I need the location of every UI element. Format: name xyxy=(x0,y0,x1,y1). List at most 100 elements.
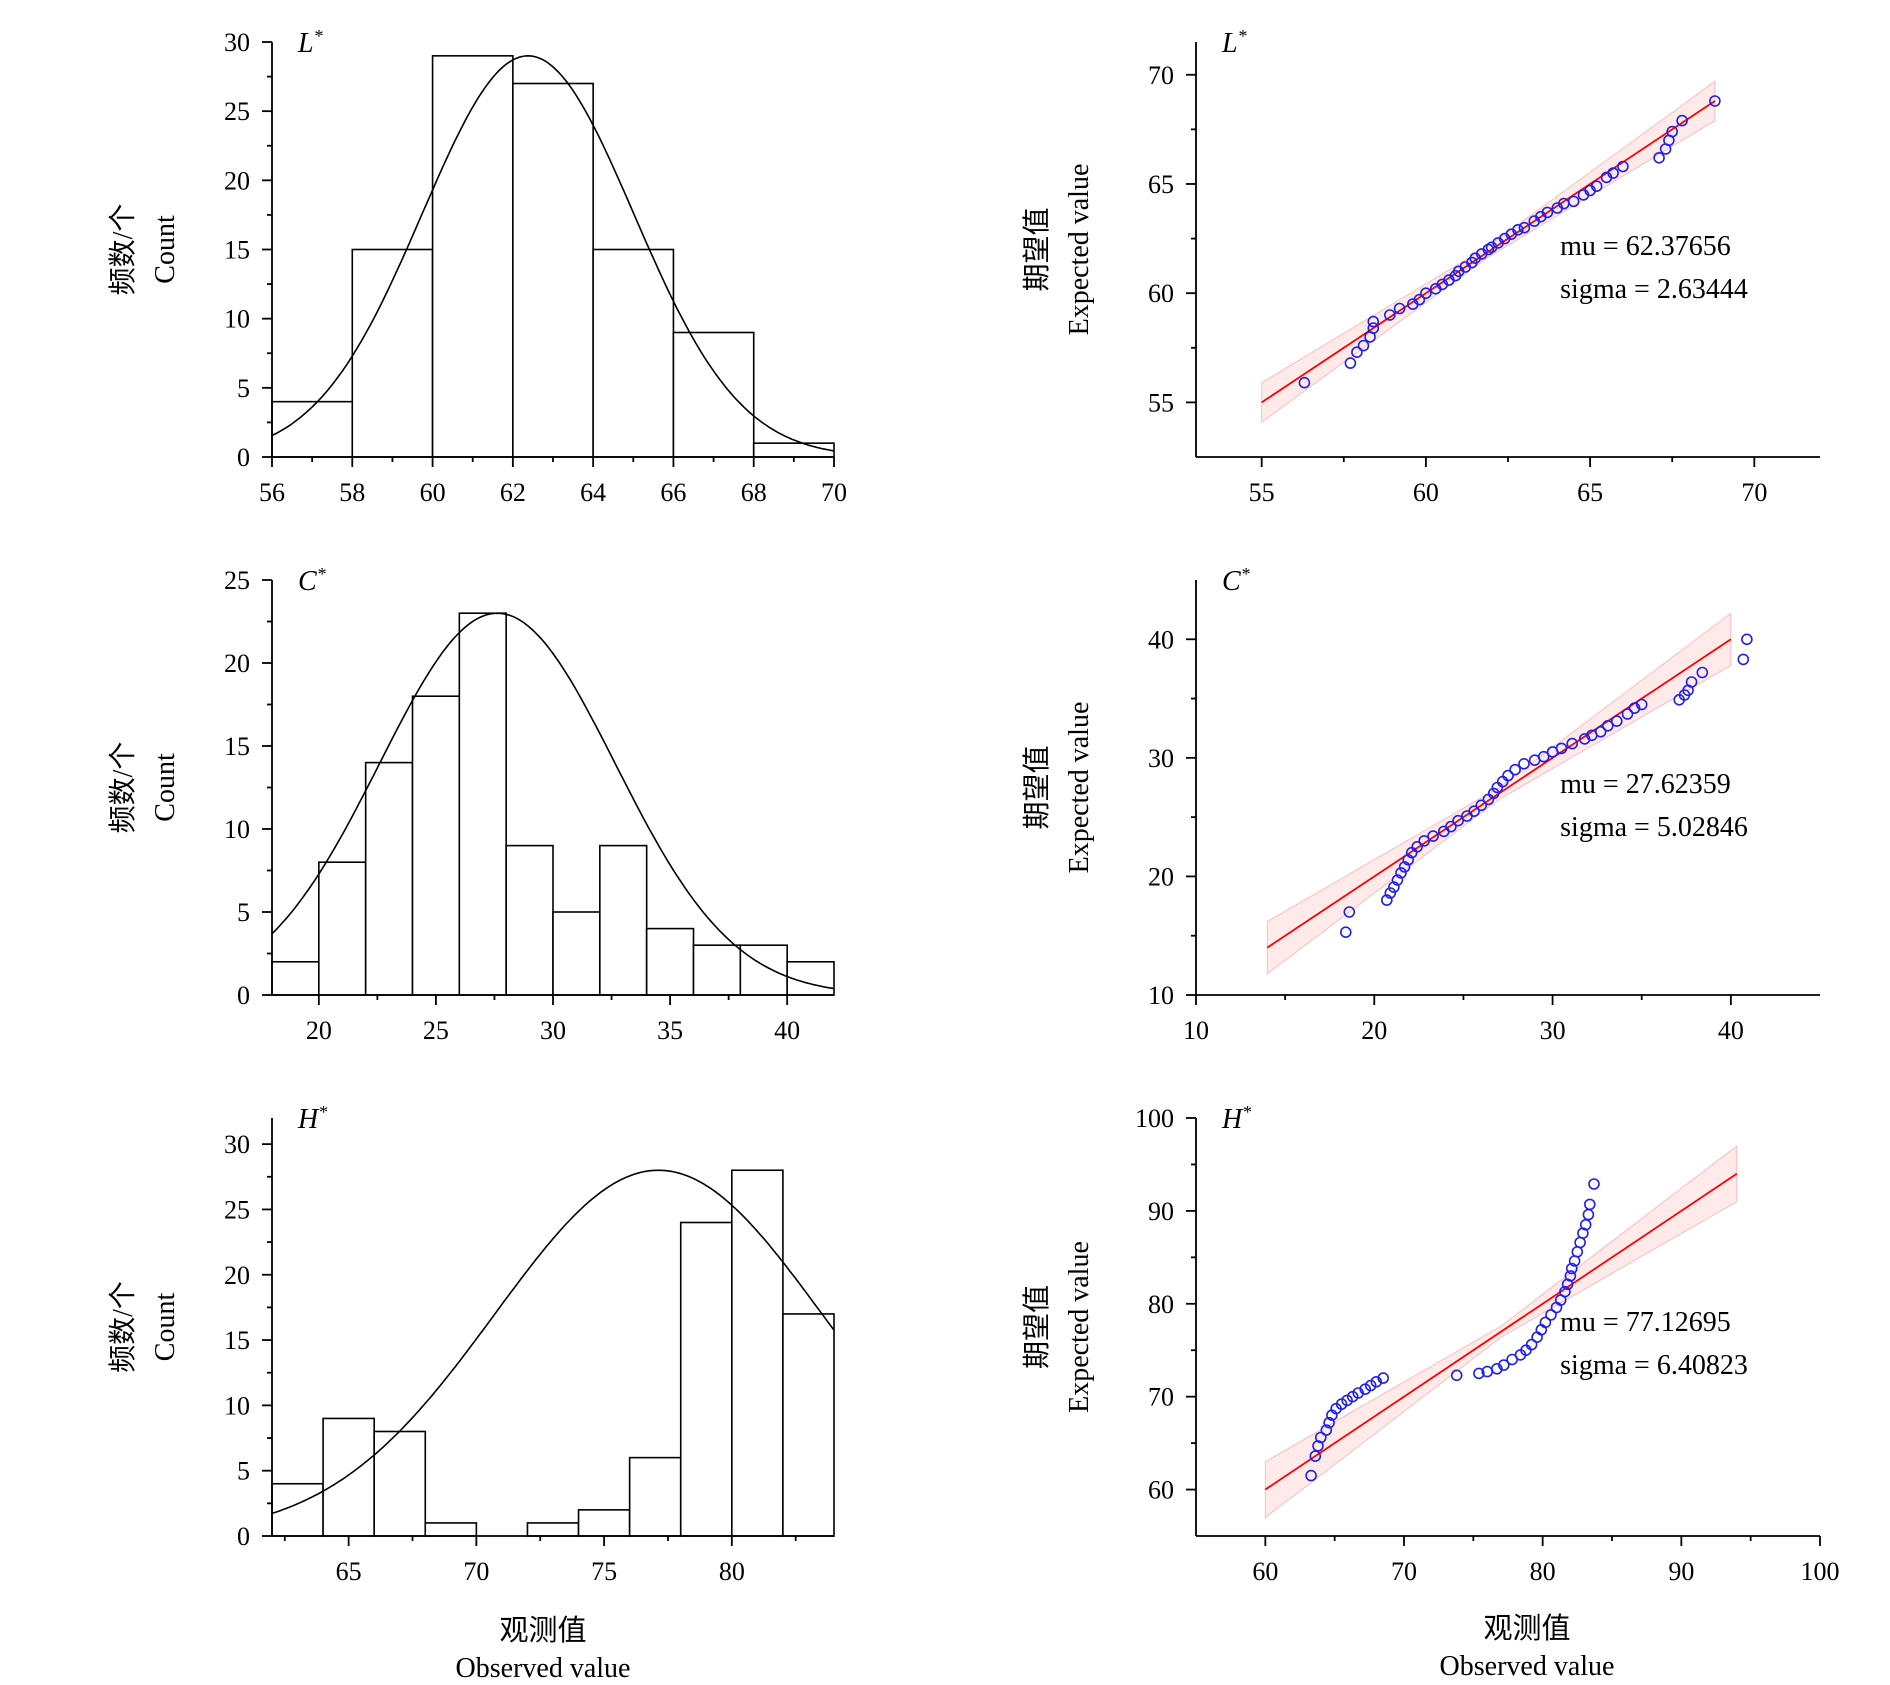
panel-qq-h: mu = 77.12695 sigma = 6.40823 60 70 80 90 100 6… xyxy=(1021,1102,1840,1586)
qq-point xyxy=(1323,1416,1335,1429)
normal-curve xyxy=(271,1169,835,1515)
qq-point xyxy=(1653,152,1665,164)
qq-xlabel-en: Observed value xyxy=(1440,1651,1615,1682)
sigma-label: sigma = 5.02846 xyxy=(1560,812,1748,843)
y-tick-label: 15 xyxy=(224,236,250,265)
panel-letter-sup: * xyxy=(314,26,323,46)
histogram-bar xyxy=(351,248,434,458)
histogram-bar xyxy=(645,927,695,996)
qq-point xyxy=(1512,224,1524,236)
y-tick-label: 10 xyxy=(1148,981,1174,1010)
mu-label: mu = 62.37656 xyxy=(1560,231,1731,262)
qq-point xyxy=(1468,805,1480,818)
y-tick-label: 70 xyxy=(1148,61,1174,90)
histogram-bar xyxy=(373,1430,427,1537)
qq-point xyxy=(1584,1198,1596,1211)
qq-point xyxy=(1635,698,1648,711)
x-tick-label: 100 xyxy=(1801,1557,1840,1586)
qq-point xyxy=(1391,874,1404,886)
sigma-label: sigma = 6.40823 xyxy=(1560,1350,1748,1381)
x-tick-label: 66 xyxy=(660,478,686,507)
y-tick-label: 0 xyxy=(237,981,250,1010)
y-tick-label: 30 xyxy=(224,1130,250,1159)
qq-point xyxy=(1555,742,1568,755)
histogram-bar xyxy=(592,248,675,458)
y-tick-label: 80 xyxy=(1148,1290,1174,1319)
qq-point xyxy=(1381,894,1393,906)
x-tick-label: 56 xyxy=(259,478,285,507)
y-tick-label: 40 xyxy=(1148,625,1174,654)
histogram-bar xyxy=(512,82,594,458)
qq-point xyxy=(1525,1338,1538,1351)
y-tick-label: 25 xyxy=(224,566,250,595)
histogram-xlabel-en: Observed value xyxy=(456,1653,631,1684)
qq-point xyxy=(1594,725,1607,738)
qq-point xyxy=(1450,1369,1463,1382)
qq-point xyxy=(1351,346,1363,359)
histogram-bar xyxy=(731,1169,784,1537)
y-tick-label: 55 xyxy=(1148,388,1174,417)
histogram-bar xyxy=(752,442,835,458)
qq-point xyxy=(1621,708,1634,720)
qq-point xyxy=(1567,195,1580,208)
x-tick-label: 10 xyxy=(1183,1016,1209,1045)
qq-point xyxy=(1420,287,1432,300)
x-tick-label: 68 xyxy=(741,478,767,507)
x-tick-label: 60 xyxy=(1413,478,1439,507)
y-tick-label: 100 xyxy=(1135,1104,1174,1133)
x-tick-label: 40 xyxy=(774,1016,800,1045)
qq-point xyxy=(1541,206,1554,219)
x-tick-label: 70 xyxy=(821,478,847,507)
qq-point xyxy=(1388,881,1400,893)
y-tick-label: 0 xyxy=(237,1522,250,1551)
histogram-bar xyxy=(271,960,320,996)
qq-point xyxy=(1509,763,1521,776)
y-label-en: Expected value xyxy=(1064,1241,1095,1413)
y-tick-label: 10 xyxy=(224,815,250,844)
qq-point xyxy=(1545,1309,1557,1321)
qq-point xyxy=(1502,769,1514,782)
qq-point xyxy=(1384,309,1396,321)
qq-point xyxy=(1370,1376,1383,1388)
panel-letter: C* xyxy=(1222,564,1250,597)
qq-point xyxy=(1413,293,1426,306)
qq-point xyxy=(1395,867,1407,879)
y-tick-label: 25 xyxy=(224,97,250,126)
figure-panels: 56 58 60 62 64 66 68 70 0 5 10 15 20 25 30 L* 频数/个 Count m… xyxy=(107,26,1840,1586)
x-tick-label: 65 xyxy=(1577,478,1603,507)
y-tick-label: 65 xyxy=(1148,170,1174,199)
y-tick-label: 20 xyxy=(1148,862,1174,891)
histogram-bar xyxy=(672,331,755,458)
qq-point xyxy=(1320,1424,1333,1436)
y-tick-label: 30 xyxy=(1148,744,1174,773)
qq-point xyxy=(1367,322,1380,334)
histogram-bar xyxy=(739,944,788,996)
qq-point xyxy=(1305,1469,1317,1482)
histogram-bar xyxy=(431,55,514,458)
histogram-bar xyxy=(782,1313,835,1537)
qq-point xyxy=(1315,1431,1327,1444)
qq-point xyxy=(1357,339,1370,352)
histogram-bar xyxy=(692,944,742,996)
y-label-zh: 期望值 xyxy=(1021,1285,1053,1369)
qq-point xyxy=(1574,1236,1586,1249)
histogram-bar xyxy=(526,1522,580,1537)
histogram-bar xyxy=(364,761,414,996)
qq-point xyxy=(1473,1367,1485,1380)
qq-point xyxy=(1518,221,1531,234)
histogram-bar xyxy=(599,844,648,996)
qq-point xyxy=(1398,861,1411,873)
x-tick-label: 20 xyxy=(306,1016,332,1045)
qq-point xyxy=(1666,125,1678,138)
y-label-en: Expected value xyxy=(1064,702,1095,874)
qq-point xyxy=(1676,114,1688,127)
y-label-en: Expected value xyxy=(1064,164,1095,336)
panel-histogram-c: 20 25 30 35 40 0 5 10 15 20 25 C* 频数/个 Count xyxy=(107,564,835,1045)
y-tick-label: 5 xyxy=(237,898,250,927)
y-tick-label: 20 xyxy=(224,649,250,678)
y-label-zh: 期望值 xyxy=(1021,207,1053,291)
histogram-bar xyxy=(786,960,835,996)
y-label-zh: 频数/个 xyxy=(107,204,139,296)
qq-point xyxy=(1602,719,1614,732)
qq-point xyxy=(1607,167,1619,179)
